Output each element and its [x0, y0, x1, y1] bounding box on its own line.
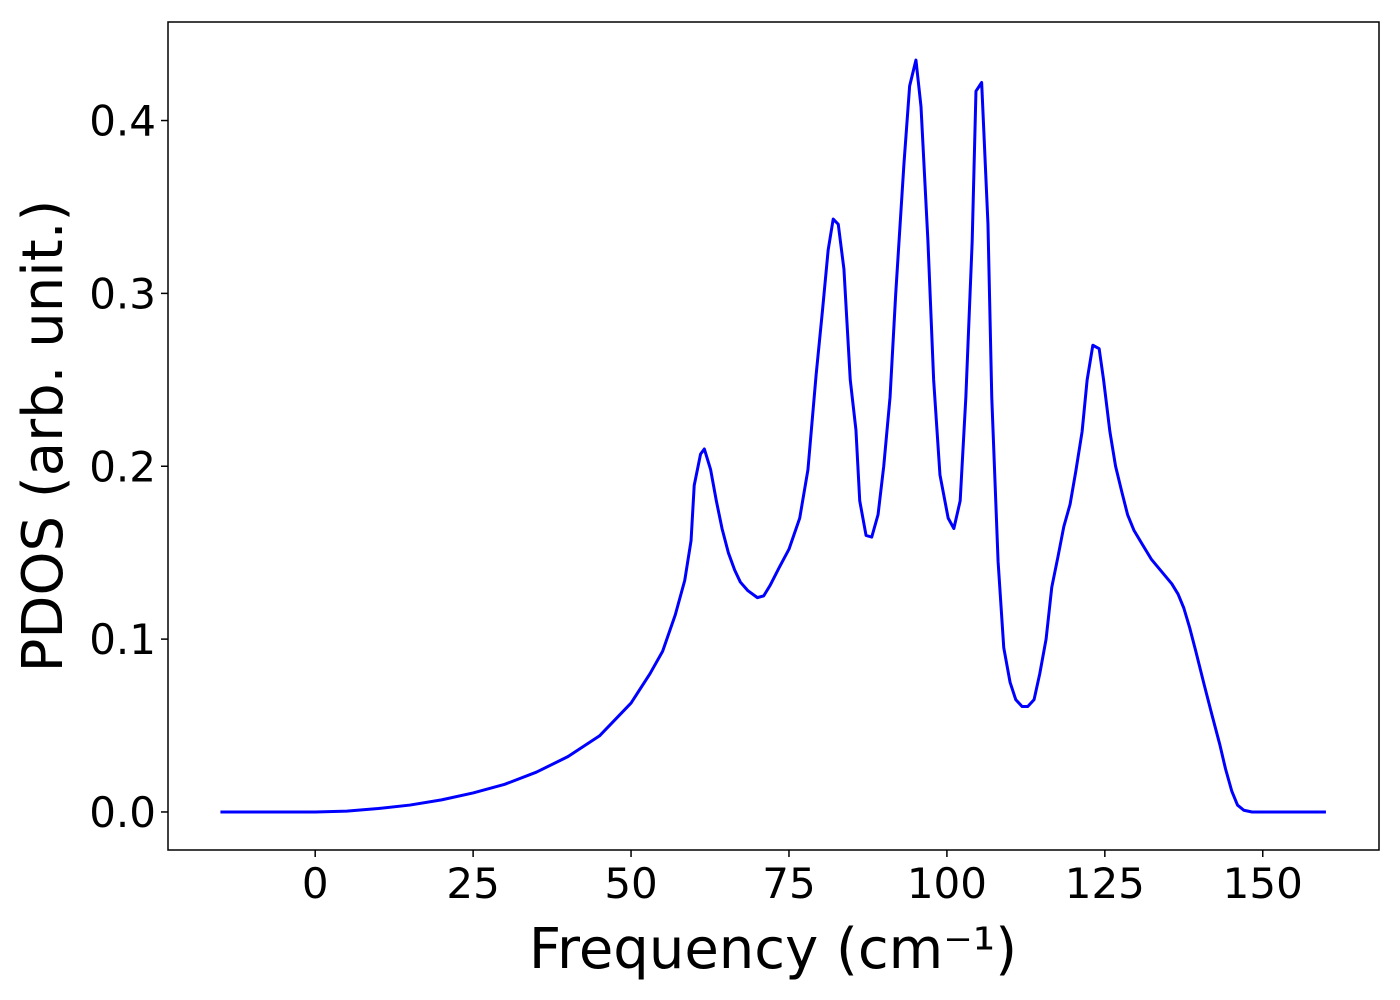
x-tick-label: 50 [604, 859, 657, 908]
x-tick-label: 100 [907, 859, 987, 908]
plot-frame [167, 21, 1380, 851]
y-tick-label: 0.4 [89, 97, 156, 146]
x-tick-label: 125 [1065, 859, 1145, 908]
x-tick-label: 75 [762, 859, 815, 908]
y-tick-label: 0.2 [89, 442, 156, 491]
x-axis-label: Frequency (cm⁻¹) [529, 917, 1017, 982]
x-tick-label: 0 [302, 859, 329, 908]
y-tick-label: 0.1 [89, 615, 156, 664]
y-axis-label: PDOS (arb. unit.) [11, 200, 76, 673]
pdos-line [220, 58, 1326, 814]
x-tick-label: 25 [446, 859, 499, 908]
x-tick-label: 150 [1223, 859, 1303, 908]
y-tick-label: 0.0 [89, 788, 156, 837]
y-tick-label: 0.3 [89, 269, 156, 318]
